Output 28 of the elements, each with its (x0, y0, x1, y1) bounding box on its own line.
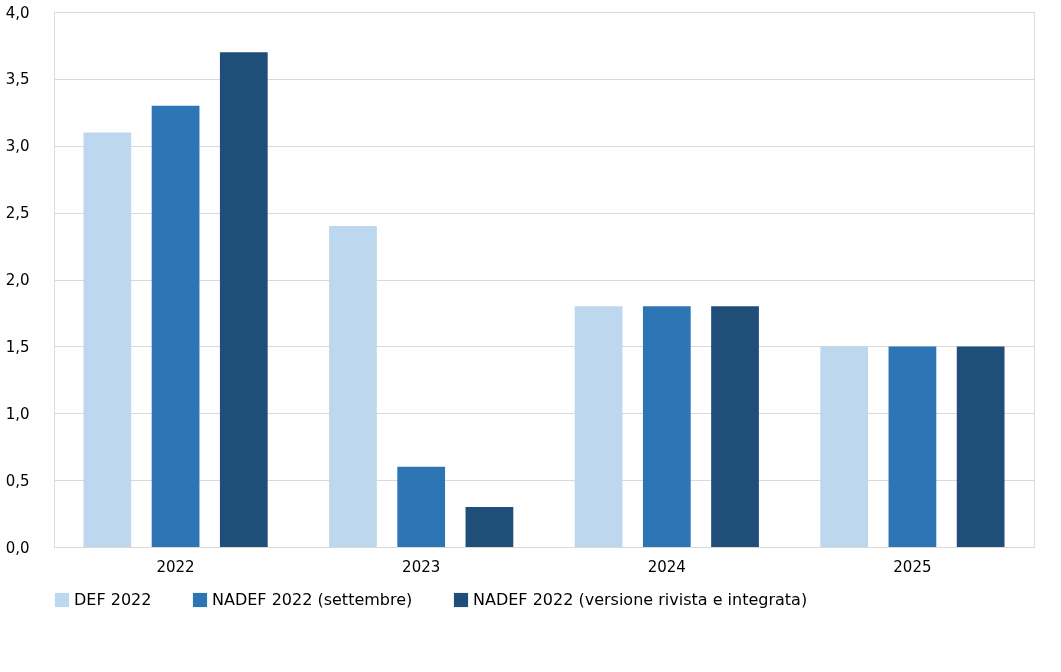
y-tick-label: 2,0 (5, 271, 30, 289)
bar (83, 132, 132, 547)
legend-label: DEF 2022 (74, 590, 152, 609)
x-tick-label: 2022 (156, 557, 195, 576)
y-tick-label: 3,5 (5, 70, 30, 89)
y-tick-label: 1,5 (5, 337, 30, 356)
bar (574, 306, 623, 547)
legend-label: NADEF 2022 (versione rivista e integrata) (473, 590, 808, 609)
y-tick-label: 0,0 (5, 538, 30, 557)
bar (888, 346, 937, 547)
y-tick-label: 4,0 (5, 3, 30, 22)
legend-label: NADEF 2022 (settembre) (212, 590, 413, 609)
bar (956, 346, 1005, 547)
x-tick-label: 2023 (402, 557, 441, 576)
y-tick-label: 2,5 (5, 204, 30, 223)
bar (820, 346, 869, 547)
y-tick-label: 3,0 (5, 137, 30, 156)
x-tick-label: 2025 (893, 557, 932, 576)
bar (329, 226, 377, 547)
bar (465, 506, 514, 547)
bar (397, 466, 446, 547)
bar (219, 52, 268, 547)
y-tick-label: 0,5 (5, 471, 30, 490)
bar (642, 306, 691, 547)
y-tick-label: 1,0 (5, 404, 30, 423)
x-tick-label: 2024 (647, 557, 686, 576)
bar (151, 105, 200, 547)
bar (711, 306, 759, 547)
